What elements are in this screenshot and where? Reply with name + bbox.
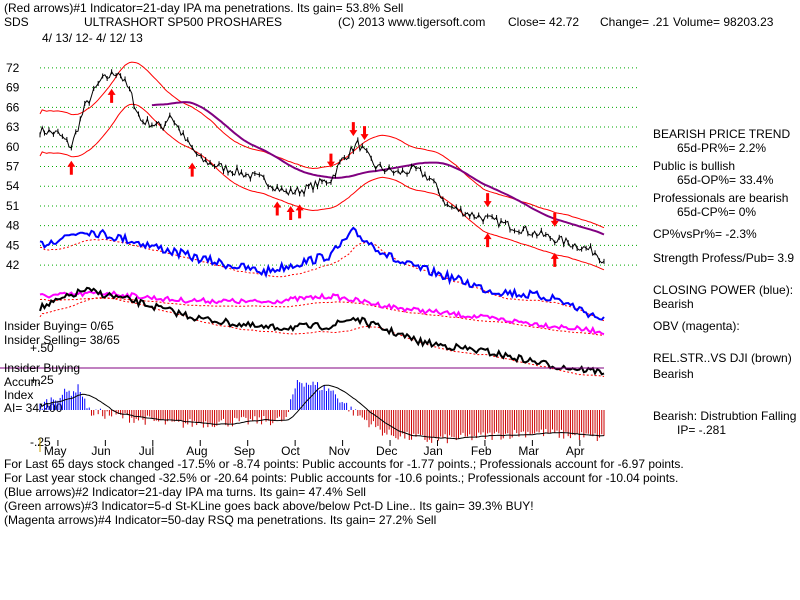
- insider-buying-count: Insider Buying= 0/65: [4, 319, 114, 333]
- month-axis: May Jun Jul Aug Sep Oct Nov Dec Jan Feb Mar Apr: [44, 440, 585, 458]
- obv-ma: [39, 297, 605, 336]
- obv-line: [39, 290, 605, 336]
- annotation-closing-power: CLOSING POWER (blue):: [653, 283, 793, 297]
- copyright: (C) 2013 www.tigersoft.com: [338, 15, 485, 29]
- annotation-obv: OBV (magenta):: [653, 319, 740, 333]
- upper-band: [39, 61, 605, 229]
- price-tick-label: 63: [6, 120, 20, 134]
- sell-arrow: [326, 153, 335, 168]
- sell-arrow: [483, 193, 492, 208]
- insider-selling-count: Insider Selling= 38/65: [4, 333, 120, 347]
- footer-line-3: (Blue arrows)#2 Indicator=21-day IPA ma …: [4, 485, 366, 499]
- annotation-ip: IP= -.281: [677, 423, 726, 437]
- buy-arrow: [188, 162, 197, 177]
- month-label: Jan: [423, 444, 442, 458]
- buy-arrow: [273, 201, 282, 216]
- buy-arrow: [107, 88, 116, 103]
- signal-arrows: [67, 88, 559, 267]
- footer-line-2: For Last year stock changed -32.5% or -2…: [4, 471, 678, 485]
- annotation-distribution: Bearish: Distrubtion Falling: [653, 409, 796, 423]
- month-label: Sep: [234, 444, 256, 458]
- annotation-pr: 65d-PR%= 2.2%: [677, 141, 766, 155]
- month-label: Oct: [281, 444, 300, 458]
- closing-power-line: [39, 226, 605, 321]
- accum-tick-25: +.25: [30, 373, 54, 387]
- month-label: Feb: [471, 444, 492, 458]
- accum-tick-50: +.50: [30, 341, 54, 355]
- date-range: 4/ 13/ 12- 4/ 12/ 13: [42, 31, 143, 45]
- buy-arrow: [550, 252, 559, 267]
- annotation-op: 65d-OP%= 33.4%: [677, 173, 774, 187]
- price-panel: [39, 61, 605, 271]
- annotation-rel-str-value: Bearish: [653, 367, 694, 381]
- annotation-professionals: Professionals are bearish: [653, 191, 788, 205]
- footer-line-1: For Last 65 days stock changed -17.5% or…: [4, 457, 684, 471]
- price-tick-label: 51: [6, 199, 20, 213]
- price-tick-label: 60: [6, 140, 20, 154]
- month-label: Mar: [518, 444, 539, 458]
- close-value: Close= 42.72: [508, 15, 579, 29]
- month-label: May: [44, 444, 67, 458]
- price-tick-label: 66: [6, 100, 20, 114]
- annotation-price-trend: BEARISH PRICE TREND: [653, 127, 790, 141]
- price-axis: 72 69 66 63 60 57 54 51 48 45 42: [6, 61, 20, 272]
- annotation-rel-str: REL.STR..VS DJI (brown): [653, 351, 792, 365]
- fund-name: ULTRASHORT SP500 PROSHARES: [84, 15, 282, 29]
- price-tick-label: 69: [6, 81, 20, 95]
- change-value: Change= .21: [600, 15, 669, 29]
- month-label: Jun: [91, 444, 110, 458]
- month-label: Apr: [566, 444, 585, 458]
- insider-buying-label: Insider Buying: [4, 361, 80, 375]
- price-tick-label: 42: [6, 258, 20, 272]
- accum-label: Accum: [4, 375, 41, 389]
- footer-line-5: (Magenta arrows)#4 Indicator=50-day RSQ …: [4, 513, 436, 527]
- closing-power-ma: [39, 238, 605, 322]
- moving-average-50: [151, 101, 605, 236]
- volume-value: Volume= 98203.23: [673, 15, 774, 29]
- month-label: Dec: [376, 444, 397, 458]
- rel-strength-line: [39, 286, 605, 376]
- month-label: Nov: [329, 444, 350, 458]
- ai-label: AI= 34/200: [4, 401, 63, 415]
- indicator1-line: (Red arrows)#1 Indicator=21-day IPA ma p…: [4, 1, 403, 15]
- price-tick-label: 48: [6, 219, 20, 233]
- annotation-strength: Strength Profess/Pub= 3.9: [653, 251, 794, 265]
- month-label: Jul: [139, 444, 154, 458]
- annotation-public: Public is bullish: [653, 159, 735, 173]
- price-tick-label: 57: [6, 160, 20, 174]
- sell-arrow: [550, 212, 559, 227]
- sell-arrow: [360, 126, 369, 141]
- footer-line-4: (Green arrows)#3 Indicator=5-d St-KLine …: [4, 499, 534, 513]
- price-tick-label: 54: [6, 179, 20, 193]
- indicator-panels: [39, 226, 605, 377]
- annotation-cp: 65d-CP%= 0%: [677, 205, 756, 219]
- accum-index-histogram: [39, 380, 605, 444]
- buy-arrow: [67, 160, 76, 175]
- annotation-cp-vs-pr: CP%vsPr%= -2.3%: [653, 227, 757, 241]
- month-label: Aug: [186, 444, 207, 458]
- accum-tick-neg25: -.25: [30, 435, 51, 449]
- buy-arrow: [286, 205, 295, 220]
- price-tick-label: 72: [6, 61, 20, 75]
- index-label: Index: [4, 388, 33, 402]
- annotation-closing-power-value: Bearish: [653, 297, 694, 311]
- rel-strength-ma: [39, 297, 605, 377]
- sell-arrow: [349, 122, 358, 137]
- buy-arrow: [295, 204, 304, 219]
- price-tick-label: 45: [6, 238, 20, 252]
- price-grid: [40, 67, 640, 266]
- symbol: SDS: [4, 15, 29, 29]
- accum-ma: [39, 384, 605, 440]
- buy-arrow: [483, 233, 492, 248]
